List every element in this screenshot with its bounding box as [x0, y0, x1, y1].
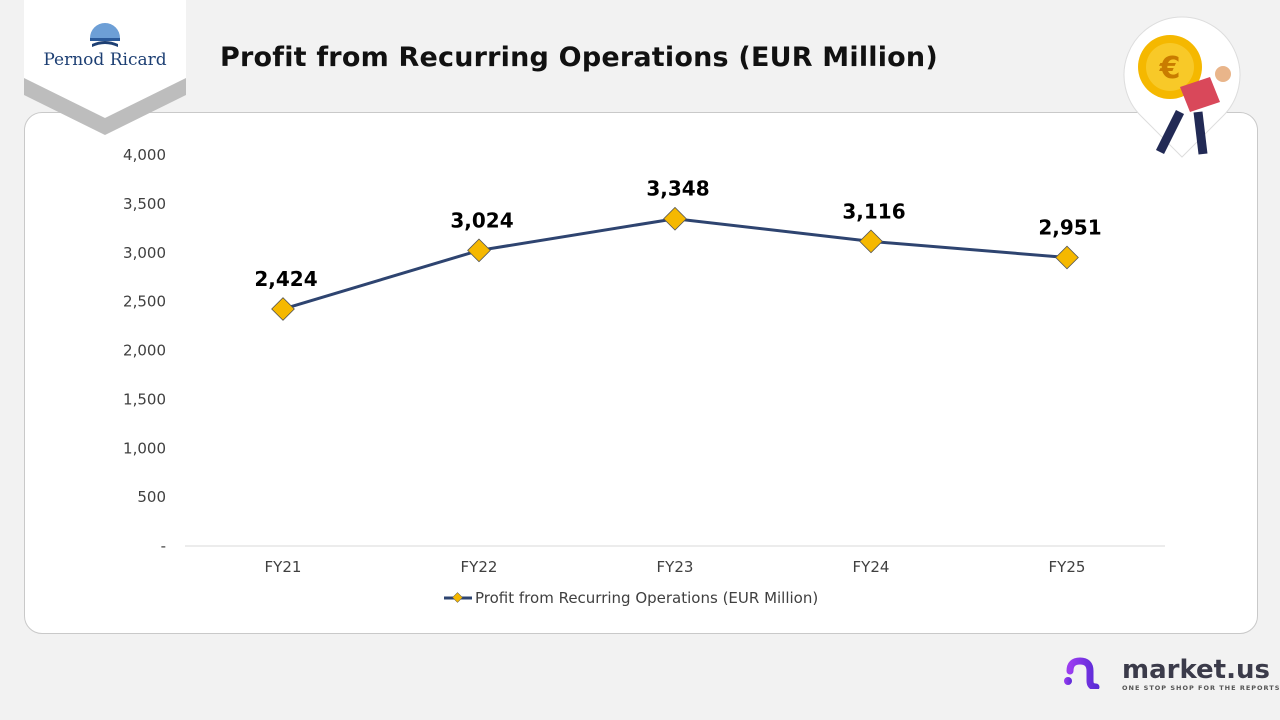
legend: Profit from Recurring Operations (EUR Mi…: [444, 589, 818, 607]
page-title: Profit from Recurring Operations (EUR Mi…: [220, 42, 938, 73]
svg-text:€: €: [1159, 51, 1181, 86]
market-us-logo: market.us ONE STOP SHOP FOR THE REPORTS: [1062, 655, 1279, 693]
x-tick-label: FY24: [853, 558, 890, 576]
data-label: 2,424: [254, 267, 317, 291]
y-tick-label: 3,500: [123, 195, 166, 213]
x-tick-label: FY21: [265, 558, 302, 576]
data-point-marker: [663, 206, 687, 231]
legend-marker: [452, 592, 463, 603]
y-tick-label: 3,000: [123, 244, 166, 262]
data-point-marker: [859, 229, 883, 254]
euro-coin-person-icon: €: [1123, 16, 1241, 158]
y-tick-label: 2,000: [123, 342, 166, 360]
data-label: 3,024: [450, 208, 513, 232]
x-tick-label: FY23: [657, 558, 694, 576]
data-label: 2,951: [1038, 216, 1101, 240]
legend-label: Profit from Recurring Operations (EUR Mi…: [475, 589, 818, 607]
chart-card: [24, 112, 1258, 634]
data-label: 3,348: [646, 177, 709, 201]
y-tick-label: -: [161, 537, 166, 555]
svg-text:Pernod Ricard: Pernod Ricard: [43, 50, 166, 70]
data-label: 3,116: [842, 199, 905, 223]
y-tick-label: 4,000: [123, 146, 166, 164]
y-tick-label: 1,500: [123, 390, 166, 408]
data-point-marker: [271, 297, 295, 321]
series-line: [282, 217, 1068, 311]
pernod-ricard-logo: Pernod Ricard: [24, 0, 186, 135]
y-tick-label: 2,500: [123, 293, 166, 311]
x-tick-label: FY25: [1049, 558, 1086, 576]
data-point-marker: [1055, 245, 1079, 270]
data-point-marker: [467, 238, 491, 263]
y-tick-label: 500: [137, 488, 166, 506]
x-tick-label: FY22: [461, 558, 498, 576]
market-us-logo-icon: [1064, 657, 1112, 691]
y-tick-label: 1,000: [123, 439, 166, 457]
